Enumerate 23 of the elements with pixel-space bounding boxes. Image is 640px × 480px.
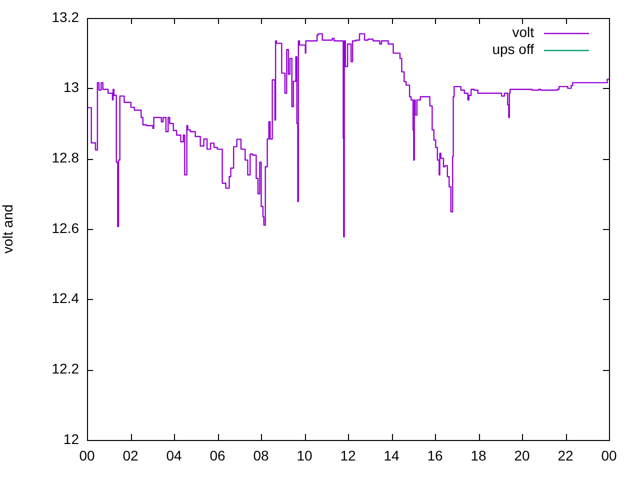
legend-label: volt bbox=[512, 24, 534, 40]
legend-label: ups off bbox=[492, 40, 534, 57]
y-tick-label: 12 bbox=[63, 430, 80, 447]
x-tick-label: 18 bbox=[470, 447, 486, 464]
y-tick-label: 13.2 bbox=[52, 8, 80, 25]
x-tick-label: 04 bbox=[166, 447, 182, 464]
x-tick-label: 14 bbox=[384, 447, 400, 464]
y-tick-label: 12.2 bbox=[52, 360, 80, 377]
x-tick-label: 06 bbox=[210, 447, 226, 464]
x-tick-label: 20 bbox=[514, 447, 530, 464]
y-tick-label: 12.8 bbox=[52, 150, 80, 166]
y-tick-label: 12.4 bbox=[52, 290, 80, 306]
x-tick-label: 22 bbox=[558, 447, 574, 464]
x-tick-label: 12 bbox=[340, 447, 356, 464]
x-tick-label: 02 bbox=[122, 447, 138, 464]
x-tick-label: 00 bbox=[601, 447, 617, 464]
x-tick-label: 16 bbox=[427, 447, 443, 464]
x-tick-label: 08 bbox=[253, 447, 269, 464]
x-tick-label: 10 bbox=[296, 447, 312, 464]
x-tick-label: 00 bbox=[79, 447, 95, 464]
y-tick-label: 12.6 bbox=[52, 220, 80, 236]
y-tick-label: 13 bbox=[63, 79, 80, 96]
y-axis-title: volt and bbox=[0, 204, 16, 254]
